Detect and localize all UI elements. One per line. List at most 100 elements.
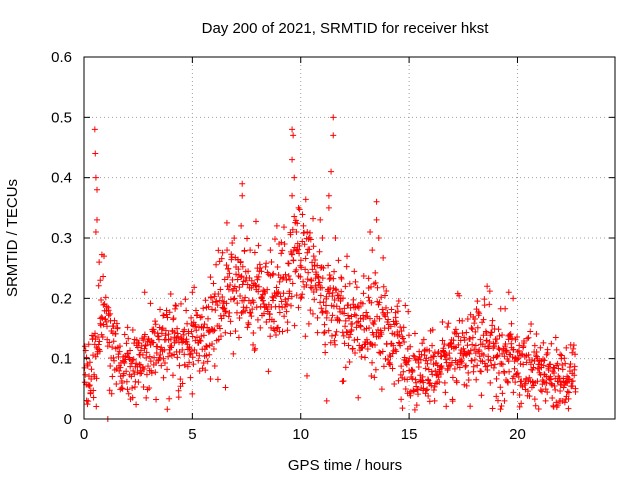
data-point bbox=[353, 312, 360, 319]
data-point bbox=[238, 309, 245, 316]
data-point bbox=[320, 330, 327, 337]
data-point bbox=[270, 270, 277, 277]
data-point bbox=[330, 114, 337, 121]
data-point bbox=[289, 156, 296, 163]
data-point bbox=[143, 371, 150, 378]
data-point bbox=[432, 380, 439, 387]
data-point bbox=[193, 327, 200, 334]
data-point bbox=[211, 327, 218, 334]
data-point bbox=[336, 317, 343, 324]
data-point bbox=[308, 277, 315, 284]
data-point bbox=[540, 339, 547, 346]
data-point bbox=[332, 341, 339, 348]
data-point bbox=[517, 360, 524, 367]
data-point bbox=[215, 247, 222, 254]
data-point bbox=[362, 354, 369, 361]
data-point bbox=[342, 323, 349, 330]
data-point bbox=[497, 384, 504, 391]
data-point bbox=[431, 383, 438, 390]
data-point bbox=[538, 388, 545, 395]
data-point bbox=[119, 380, 126, 387]
data-point bbox=[454, 361, 461, 368]
data-point bbox=[474, 324, 481, 331]
data-point bbox=[353, 284, 360, 291]
data-point bbox=[238, 273, 245, 280]
data-point bbox=[348, 328, 355, 335]
data-point bbox=[309, 310, 316, 317]
data-point bbox=[442, 389, 449, 396]
data-point bbox=[308, 285, 315, 292]
data-point bbox=[534, 378, 541, 385]
data-point bbox=[319, 235, 326, 241]
data-point bbox=[143, 394, 150, 401]
data-point bbox=[244, 281, 251, 288]
data-point bbox=[283, 276, 290, 283]
data-point bbox=[147, 300, 154, 307]
data-point bbox=[123, 378, 130, 385]
data-point bbox=[255, 283, 262, 290]
x-axis-label: GPS time / hours bbox=[288, 457, 402, 474]
data-point bbox=[496, 332, 503, 339]
data-point bbox=[168, 343, 175, 350]
data-point bbox=[395, 377, 402, 384]
data-point bbox=[293, 228, 300, 235]
data-point bbox=[287, 231, 294, 238]
data-point bbox=[551, 383, 558, 390]
data-point bbox=[312, 257, 319, 264]
data-point bbox=[554, 402, 561, 409]
data-point bbox=[330, 132, 337, 139]
data-point bbox=[248, 313, 255, 320]
data-point bbox=[474, 298, 481, 305]
data-point bbox=[325, 262, 332, 269]
data-point bbox=[139, 351, 146, 358]
data-point bbox=[531, 342, 538, 349]
data-point bbox=[133, 401, 140, 408]
data-point bbox=[180, 331, 187, 338]
data-point bbox=[348, 326, 355, 333]
data-point bbox=[446, 355, 453, 362]
data-point bbox=[224, 283, 231, 290]
data-point bbox=[428, 382, 435, 389]
data-point bbox=[429, 326, 436, 333]
data-point bbox=[158, 362, 165, 369]
data-point bbox=[216, 322, 223, 329]
data-point bbox=[530, 364, 537, 371]
data-point bbox=[376, 299, 383, 306]
data-point bbox=[523, 359, 530, 366]
data-point bbox=[198, 333, 205, 340]
data-point bbox=[103, 319, 110, 326]
data-point bbox=[112, 330, 119, 337]
data-point bbox=[552, 334, 559, 341]
data-point bbox=[401, 339, 408, 346]
data-point bbox=[351, 268, 358, 275]
data-point bbox=[497, 406, 504, 413]
data-point bbox=[545, 366, 552, 373]
data-point bbox=[502, 305, 509, 312]
data-point bbox=[140, 384, 147, 391]
data-point bbox=[173, 302, 180, 309]
data-point bbox=[571, 372, 578, 379]
data-point bbox=[97, 277, 104, 284]
data-point bbox=[493, 393, 500, 400]
data-point bbox=[253, 304, 260, 311]
data-point bbox=[453, 379, 460, 386]
data-point bbox=[251, 347, 258, 354]
data-point bbox=[423, 355, 430, 362]
data-point bbox=[378, 386, 385, 393]
data-point bbox=[193, 312, 200, 319]
data-point bbox=[514, 333, 521, 340]
data-point bbox=[391, 381, 398, 388]
data-point bbox=[98, 296, 105, 303]
data-point bbox=[537, 387, 544, 394]
data-points bbox=[81, 114, 579, 422]
data-point bbox=[350, 296, 357, 303]
data-point bbox=[332, 286, 339, 293]
data-point bbox=[322, 341, 329, 348]
data-point bbox=[525, 351, 532, 358]
data-point bbox=[220, 312, 227, 319]
data-point bbox=[357, 315, 364, 322]
data-point bbox=[410, 388, 417, 395]
data-point bbox=[227, 281, 234, 288]
data-point bbox=[441, 379, 448, 386]
data-point bbox=[341, 340, 348, 347]
